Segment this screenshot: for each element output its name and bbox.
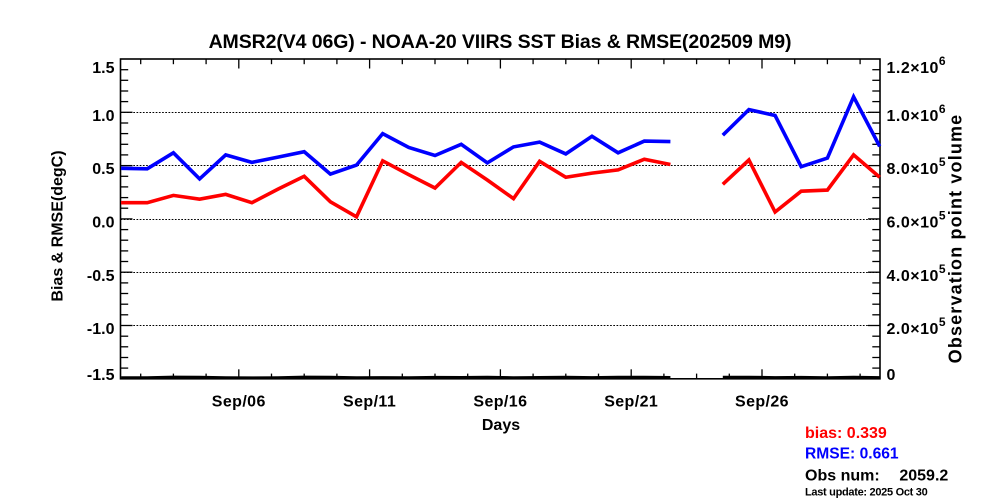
svg-text:1.2×106: 1.2×106	[887, 54, 947, 77]
svg-text:Sep/06: Sep/06	[212, 394, 266, 411]
svg-text:1.0×106: 1.0×106	[887, 102, 947, 125]
svg-text:RMSE: 0.661: RMSE: 0.661	[805, 446, 899, 463]
svg-text:Last update: 2025 Oct 30: Last update: 2025 Oct 30	[805, 487, 928, 499]
svg-text:1.5: 1.5	[92, 60, 114, 77]
svg-text:Sep/16: Sep/16	[473, 394, 527, 411]
svg-text:0.0: 0.0	[92, 215, 114, 232]
svg-text:AMSR2(V4 06G) - NOAA-20 VIIRS: AMSR2(V4 06G) - NOAA-20 VIIRS SST Bias &…	[209, 31, 792, 53]
svg-text:Days: Days	[482, 417, 520, 434]
svg-text:6.0×105: 6.0×105	[887, 209, 947, 232]
svg-text:-1.5: -1.5	[87, 367, 115, 384]
svg-text:bias: 0.339: bias: 0.339	[805, 425, 887, 442]
svg-text:4.0×105: 4.0×105	[887, 262, 947, 285]
svg-text:Bias & RMSE(degC): Bias & RMSE(degC)	[50, 150, 67, 301]
svg-text:Obs num:: Obs num:	[805, 468, 880, 485]
svg-text:Observation point volume: Observation point volume	[946, 114, 966, 364]
svg-text:Sep/26: Sep/26	[735, 394, 789, 411]
svg-text:2059.2: 2059.2	[899, 468, 948, 485]
svg-text:-0.5: -0.5	[87, 268, 115, 285]
svg-text:8.0×105: 8.0×105	[887, 155, 947, 178]
svg-text:Sep/11: Sep/11	[343, 394, 396, 411]
svg-text:Sep/21: Sep/21	[604, 394, 658, 411]
svg-text:0.5: 0.5	[92, 161, 114, 178]
svg-text:2.0×105: 2.0×105	[887, 315, 947, 338]
svg-text:0: 0	[887, 367, 896, 384]
svg-text:-1.0: -1.0	[87, 321, 115, 338]
svg-text:1.0: 1.0	[92, 108, 114, 125]
